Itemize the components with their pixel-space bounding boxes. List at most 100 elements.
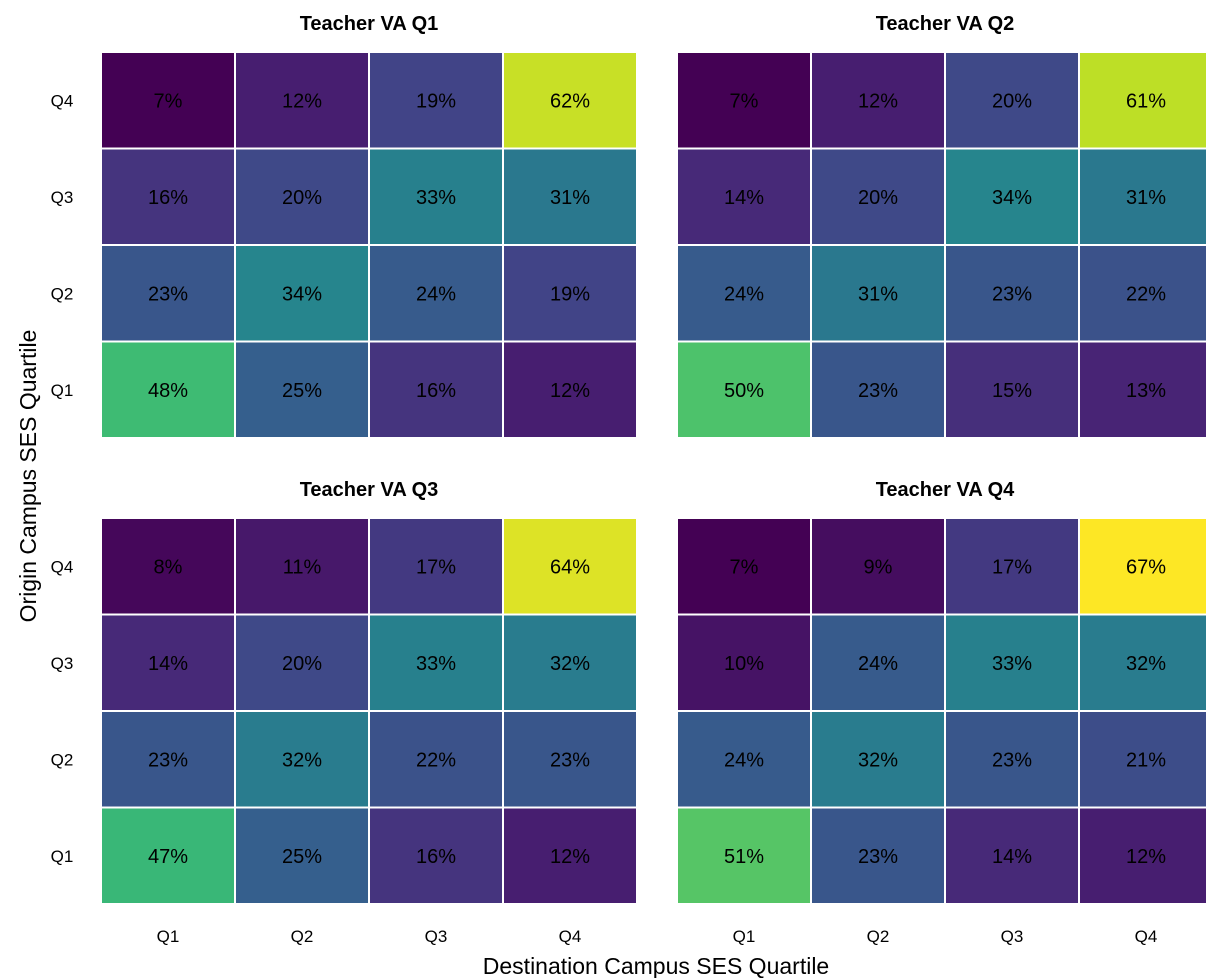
- cell-value-label: 14%: [724, 187, 764, 209]
- heatmap-cell: [676, 340, 812, 439]
- cell-value-label: 32%: [282, 749, 322, 771]
- y-tick-label: Q3: [51, 654, 74, 673]
- cell-value-label: 31%: [858, 283, 898, 305]
- cell-value-label: 47%: [148, 846, 188, 868]
- cell-value-label: 10%: [724, 653, 764, 675]
- cell-value-label: 31%: [1126, 187, 1166, 209]
- cell-value-label: 25%: [282, 846, 322, 868]
- cell-value-label: 17%: [992, 556, 1032, 578]
- cell-value-label: 12%: [858, 90, 898, 112]
- cell-value-label: 7%: [730, 556, 759, 578]
- heatmap-cell: [502, 710, 638, 809]
- cell-value-label: 24%: [416, 283, 456, 305]
- heatmap-cell: [944, 147, 1080, 246]
- cell-value-label: 23%: [992, 749, 1032, 771]
- y-tick-label: Q1: [51, 847, 74, 866]
- cell-value-label: 15%: [992, 380, 1032, 402]
- cell-value-label: 24%: [724, 749, 764, 771]
- heatmap-panel: Teacher VA Q3 8% 11% 17% 64% 14% 20% 33% 32% 23% 3…: [51, 479, 638, 946]
- cell-value-label: 62%: [550, 90, 590, 112]
- cell-value-label: 12%: [282, 90, 322, 112]
- heatmap-cell: [944, 51, 1080, 150]
- cell-value-label: 33%: [416, 653, 456, 675]
- cell-value-label: 23%: [858, 380, 898, 402]
- heatmap-cell: [100, 340, 236, 439]
- cell-value-label: 19%: [550, 283, 590, 305]
- heatmap-cell: [234, 244, 370, 343]
- heatmap-cell: [1078, 806, 1206, 905]
- heatmap-cell: [944, 710, 1080, 809]
- cell-value-label: 12%: [1126, 846, 1166, 868]
- heatmap-cell: [944, 517, 1080, 616]
- cell-value-label: 12%: [550, 846, 590, 868]
- heatmap-cell: [676, 517, 812, 616]
- cell-value-label: 32%: [858, 749, 898, 771]
- y-tick-label: Q2: [51, 284, 74, 303]
- heatmap-cell: [368, 51, 504, 150]
- y-tick-label: Q3: [51, 188, 74, 207]
- x-tick-label: Q1: [157, 927, 180, 946]
- heatmap-panel: Teacher VA Q1 7% 12% 19% 62% 16% 20% 33% 31% 23% 3…: [51, 13, 638, 439]
- cell-value-label: 8%: [154, 556, 183, 578]
- heatmap-cell: [502, 517, 638, 616]
- panel-title: Teacher VA Q2: [876, 13, 1015, 35]
- heatmap-cell: [502, 147, 638, 246]
- heatmap-cell: [100, 51, 236, 150]
- cell-value-label: 24%: [724, 283, 764, 305]
- heatmap-cell: [234, 51, 370, 150]
- cell-value-label: 23%: [550, 749, 590, 771]
- cell-value-label: 16%: [148, 187, 188, 209]
- panel-title: Teacher VA Q3: [300, 479, 439, 501]
- y-axis-title: Origin Campus SES Quartile: [15, 330, 41, 623]
- y-tick-label: Q2: [51, 750, 74, 769]
- heatmap-cell: [502, 244, 638, 343]
- heatmap-cell: [368, 613, 504, 712]
- heatmap-cell: [676, 51, 812, 150]
- cell-value-label: 23%: [148, 749, 188, 771]
- cell-value-label: 16%: [416, 846, 456, 868]
- cell-value-label: 31%: [550, 187, 590, 209]
- heatmap-cell: [502, 806, 638, 905]
- cell-value-label: 32%: [1126, 653, 1166, 675]
- cell-value-label: 34%: [282, 283, 322, 305]
- cell-value-label: 13%: [1126, 380, 1166, 402]
- heatmap-cell: [368, 806, 504, 905]
- cell-value-label: 64%: [550, 556, 590, 578]
- cell-value-label: 23%: [148, 283, 188, 305]
- panel-title: Teacher VA Q1: [300, 13, 439, 35]
- panel-title: Teacher VA Q4: [876, 479, 1015, 501]
- y-tick-label: Q4: [51, 557, 74, 576]
- heatmap-cell: [810, 340, 946, 439]
- x-tick-label: Q3: [1001, 927, 1024, 946]
- cell-value-label: 34%: [992, 187, 1032, 209]
- heatmap-cell: [676, 244, 812, 343]
- cell-value-label: 7%: [730, 90, 759, 112]
- heatmap-panels: Teacher VA Q1 7% 12% 19% 62% 16% 20% 33% 31% 23% 3…: [51, 13, 1206, 946]
- x-tick-label: Q4: [1135, 927, 1158, 946]
- cell-value-label: 21%: [1126, 749, 1166, 771]
- cell-value-label: 67%: [1126, 556, 1166, 578]
- heatmap-panel: Teacher VA Q4 7% 9% 17% 67% 10% 24% 33% 32% 24% 32…: [676, 479, 1206, 946]
- cell-value-label: 17%: [416, 556, 456, 578]
- cell-value-label: 23%: [992, 283, 1032, 305]
- cell-value-label: 14%: [992, 846, 1032, 868]
- heatmap-panel: Teacher VA Q2 7% 12% 20% 61% 14% 20% 34% 31% 24% 3…: [676, 13, 1206, 439]
- heatmap-cell: [810, 710, 946, 809]
- heatmap-cell: [1078, 340, 1206, 439]
- cell-value-label: 51%: [724, 846, 764, 868]
- heatmap-cell: [810, 806, 946, 905]
- heatmap-cell: [676, 710, 812, 809]
- x-tick-label: Q3: [425, 927, 448, 946]
- heatmap-cell: [1078, 710, 1206, 809]
- cell-value-label: 20%: [282, 187, 322, 209]
- heatmap-cell: [676, 147, 812, 246]
- cell-value-label: 14%: [148, 653, 188, 675]
- heatmap-cell: [810, 517, 946, 616]
- heatmap-cell: [502, 613, 638, 712]
- cell-value-label: 33%: [992, 653, 1032, 675]
- heatmap-cell: [810, 51, 946, 150]
- cell-value-label: 11%: [283, 556, 322, 578]
- cell-value-label: 12%: [550, 380, 590, 402]
- cell-value-label: 24%: [858, 653, 898, 675]
